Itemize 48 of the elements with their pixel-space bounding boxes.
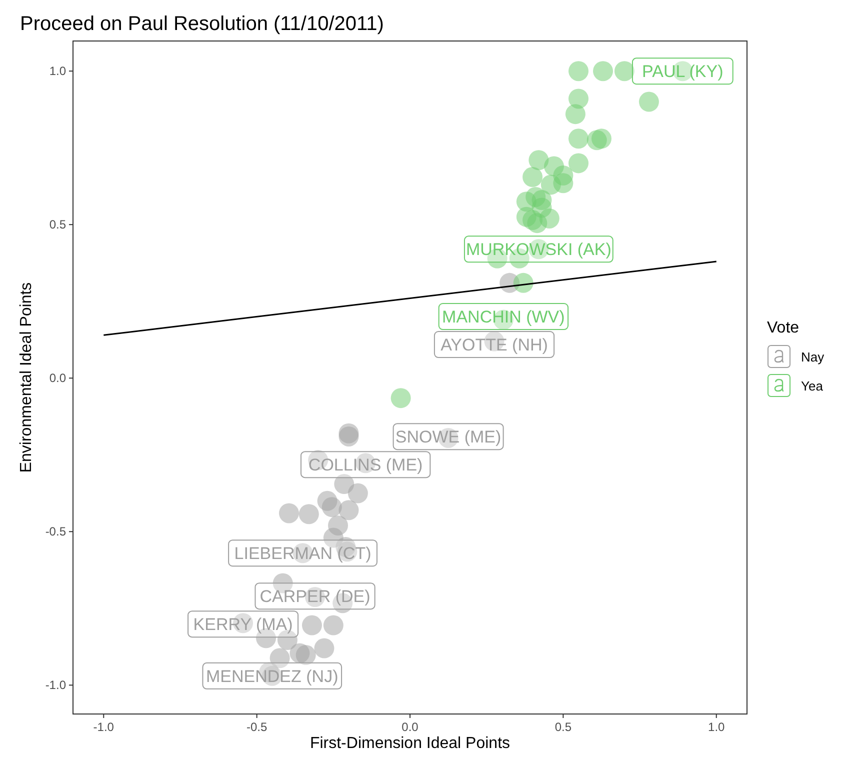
point — [568, 128, 588, 149]
x-axis-title: First-Dimension Ideal Points — [310, 735, 510, 752]
x-tick-label: 0.5 — [554, 720, 572, 734]
point — [614, 61, 634, 82]
point — [568, 61, 588, 82]
point — [296, 645, 316, 666]
point — [390, 388, 411, 408]
point — [338, 500, 359, 520]
y-tick-label: -0.5 — [45, 524, 66, 539]
point — [591, 128, 612, 149]
legend-label: Nay — [801, 350, 825, 364]
point — [527, 213, 548, 234]
x-tick-label: 1.0 — [708, 720, 726, 734]
point — [565, 104, 586, 124]
point — [593, 61, 614, 82]
legend-title: Vote — [767, 320, 800, 336]
point — [323, 615, 344, 636]
data-label: COLLINS (ME) — [308, 456, 423, 475]
point — [298, 504, 319, 524]
x-tick-label: -1.0 — [93, 720, 114, 734]
point — [568, 153, 588, 174]
data-label: MENENDEZ (NJ) — [206, 666, 338, 686]
y-tick-label: 0.0 — [49, 371, 66, 386]
x-tick-label: -0.5 — [246, 720, 268, 734]
point — [513, 272, 534, 293]
y-tick-label: 0.5 — [49, 218, 66, 232]
point — [322, 497, 342, 518]
y-tick-label: 1.0 — [49, 64, 66, 78]
y-tick-label: -1.0 — [45, 678, 66, 692]
point — [314, 638, 334, 658]
data-label: CARPER (DE) — [260, 587, 370, 606]
x-tick-label: 0.0 — [402, 720, 419, 734]
data-label: SNOWE (ME) — [395, 428, 502, 447]
point — [302, 615, 322, 636]
data-label: MANCHIN (WV) — [442, 308, 565, 327]
data-label: MURKOWSKI (AK) — [466, 240, 612, 260]
chart-title: Proceed on Paul Resolution (11/10/2011) — [20, 13, 384, 35]
point — [278, 503, 299, 524]
legend-label: Yea — [801, 378, 824, 394]
point — [540, 174, 561, 195]
data-label: LIEBERMAN (CT) — [234, 544, 372, 564]
data-label: PAUL (KY) — [642, 62, 724, 82]
y-axis-title: Environmental Ideal Points — [18, 282, 35, 473]
point — [638, 92, 659, 112]
point — [522, 167, 543, 188]
data-label: AYOTTE (NH) — [440, 336, 548, 355]
point — [348, 483, 368, 504]
data-label: KERRY (MA) — [193, 615, 293, 634]
